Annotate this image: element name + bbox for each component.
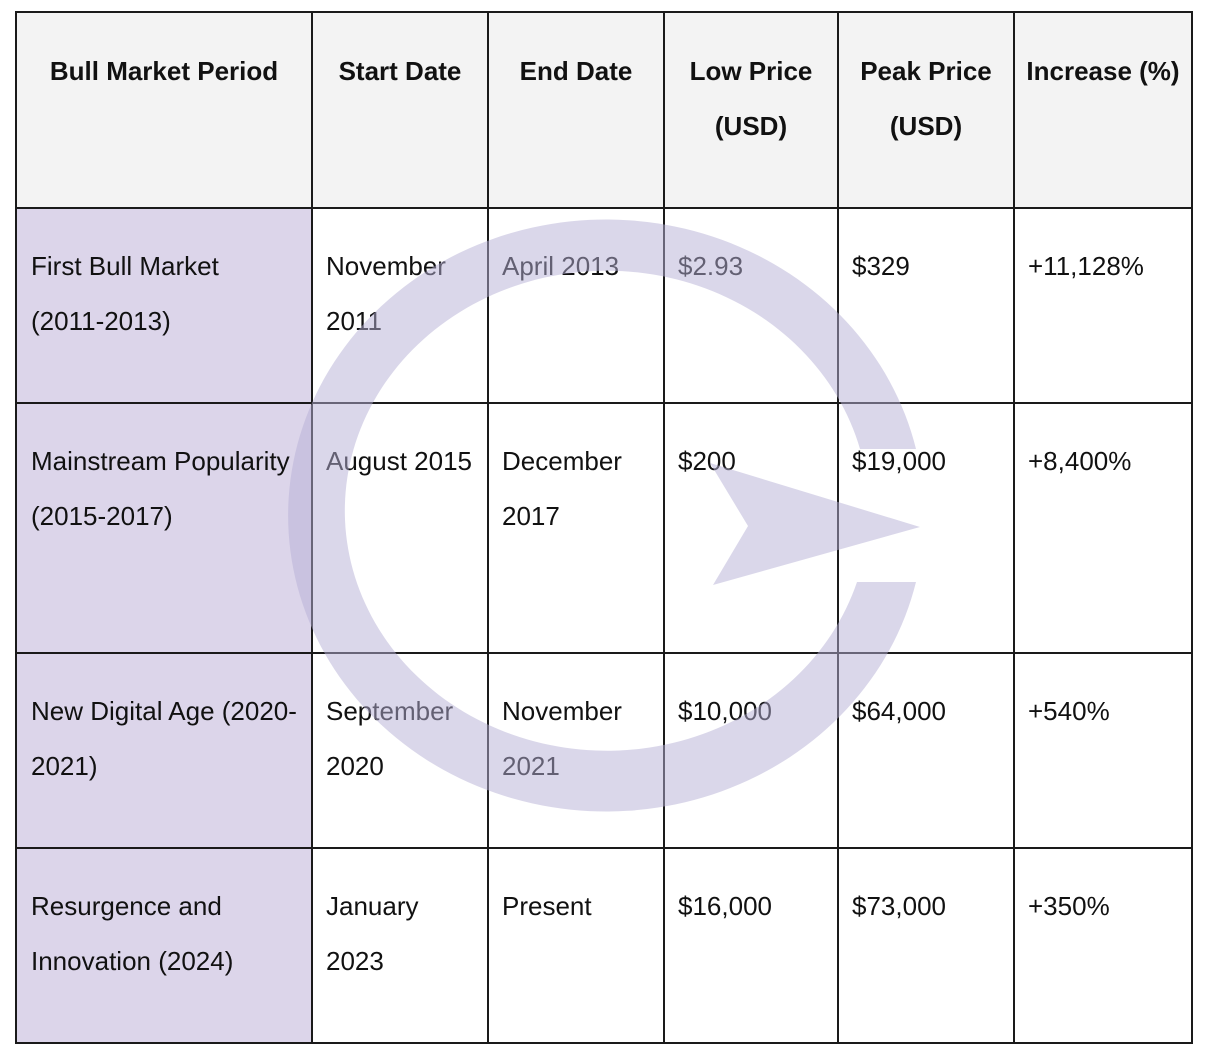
cell-end-date: Present xyxy=(487,847,665,1044)
cell-low-price: $2.93 xyxy=(663,207,839,404)
table-row: New Digital Age (2020-2021) September 20… xyxy=(15,652,1193,849)
cell-peak-price: $73,000 xyxy=(837,847,1015,1044)
cell-increase: +8,400% xyxy=(1013,402,1193,654)
cell-period: Mainstream Popularity (2015-2017) xyxy=(15,402,313,654)
cell-period: Resurgence and Innovation (2024) xyxy=(15,847,313,1044)
cell-increase: +540% xyxy=(1013,652,1193,849)
cell-period: New Digital Age (2020-2021) xyxy=(15,652,313,849)
cell-peak-price: $19,000 xyxy=(837,402,1015,654)
header-low-price: Low Price (USD) xyxy=(663,11,839,209)
cell-peak-price: $64,000 xyxy=(837,652,1015,849)
header-increase: Increase (%) xyxy=(1013,11,1193,209)
cell-end-date: November 2021 xyxy=(487,652,665,849)
header-peak-price: Peak Price (USD) xyxy=(837,11,1015,209)
cell-start-date: August 2015 xyxy=(311,402,489,654)
cell-start-date: November 2011 xyxy=(311,207,489,404)
cell-increase: +350% xyxy=(1013,847,1193,1044)
cell-low-price: $10,000 xyxy=(663,652,839,849)
cell-low-price: $16,000 xyxy=(663,847,839,1044)
header-start-date: Start Date xyxy=(311,11,489,209)
cell-end-date: December 2017 xyxy=(487,402,665,654)
bull-market-table: Bull Market Period Start Date End Date L… xyxy=(15,11,1193,1044)
cell-start-date: September 2020 xyxy=(311,652,489,849)
header-end-date: End Date xyxy=(487,11,665,209)
table-row: First Bull Market (2011-2013) November 2… xyxy=(15,207,1193,404)
cell-period: First Bull Market (2011-2013) xyxy=(15,207,313,404)
cell-end-date: April 2013 xyxy=(487,207,665,404)
table-row: Mainstream Popularity (2015-2017) August… xyxy=(15,402,1193,654)
header-period: Bull Market Period xyxy=(15,11,313,209)
cell-low-price: $200 xyxy=(663,402,839,654)
cell-peak-price: $329 xyxy=(837,207,1015,404)
table-row: Resurgence and Innovation (2024) January… xyxy=(15,847,1193,1044)
cell-start-date: January 2023 xyxy=(311,847,489,1044)
table-header-row: Bull Market Period Start Date End Date L… xyxy=(15,11,1193,209)
cell-increase: +11,128% xyxy=(1013,207,1193,404)
